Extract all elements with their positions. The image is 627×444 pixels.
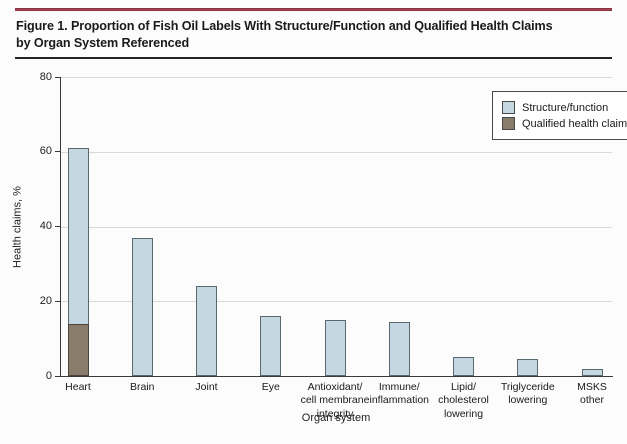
y-tick-40 (55, 226, 60, 228)
y-tick-20 (55, 300, 60, 302)
title-separator (15, 57, 612, 59)
bar-eye-structure-function (260, 316, 282, 376)
figure-top-rule (15, 8, 612, 11)
x-tick-label-brain: Brain (129, 381, 155, 393)
legend-item-structure-function: Structure/function (502, 101, 627, 114)
legend-label-qualified-health-claim: Qualified health claim (522, 117, 627, 130)
bar-lipid-cholesterol-lowering-structure-function (453, 357, 474, 376)
legend-label-structure-function: Structure/function (522, 101, 609, 114)
bar-brain-structure-function (131, 237, 153, 376)
x-tick-label-antioxidant-cell-membrane-integrity: Antioxidant/ cell membrane integrity (300, 381, 370, 420)
y-tick-label-0: 0 (45, 369, 52, 382)
y-tick-label-20: 20 (39, 294, 52, 307)
x-axis-title: Organ system (301, 412, 371, 424)
x-tick-label-lipid-cholesterol-lowering: Lipid/ cholesterol lowering (438, 381, 489, 420)
y-tick-label-60: 60 (39, 145, 52, 158)
bar-antioxidant-cell-membrane-integrity-structure-function (324, 319, 346, 376)
gridline-40 (60, 226, 612, 228)
x-tick-label-heart: Heart (65, 381, 91, 393)
x-tick-label-msks-other: MSKS other (577, 381, 607, 407)
bar-triglyceride-lowering-structure-function (517, 359, 539, 376)
bar-joint-structure-function (196, 286, 217, 376)
y-tick-0 (55, 375, 60, 377)
y-axis-line (60, 77, 62, 376)
gridline-60 (60, 151, 612, 153)
x-tick-label-immune-inflammation: Immune/ inflammation (369, 381, 430, 407)
bar-msks-other-structure-function (581, 368, 603, 376)
y-axis-title: Health claims, % (11, 186, 24, 268)
x-tick-label-joint: Joint (195, 381, 218, 393)
y-tick-60 (55, 151, 60, 153)
bar-immune-inflammation-structure-function (388, 321, 410, 376)
figure-title-line2: by Organ System Referenced (16, 35, 190, 50)
x-axis-line (60, 376, 613, 378)
y-tick-label-80: 80 (39, 70, 52, 83)
chart-legend: Structure/function Qualified health clai… (492, 91, 627, 140)
figure-title-line1: Figure 1. Proportion of Fish Oil Labels … (16, 19, 553, 33)
figure-header: Figure 1. Proportion of Fish Oil Labels … (0, 0, 627, 59)
x-tick-label-eye: Eye (261, 381, 280, 393)
y-tick-80 (55, 76, 60, 78)
x-tick-label-triglyceride-lowering: Triglyceride lowering (500, 381, 555, 407)
legend-item-qualified-health-claim: Qualified health claim (502, 117, 627, 130)
gridline-20 (60, 301, 612, 303)
y-tick-label-40: 40 (39, 220, 52, 232)
gridline-80 (60, 77, 612, 78)
figure-title: Figure 1. Proportion of Fish Oil Labels … (16, 18, 612, 51)
bar-heart-qualified-health-claim (67, 323, 89, 376)
legend-swatch-qualified-health-claim (502, 117, 515, 130)
legend-swatch-structure-function (502, 101, 515, 114)
chart-area: Health claims, % Organ system Structure/… (0, 60, 627, 444)
